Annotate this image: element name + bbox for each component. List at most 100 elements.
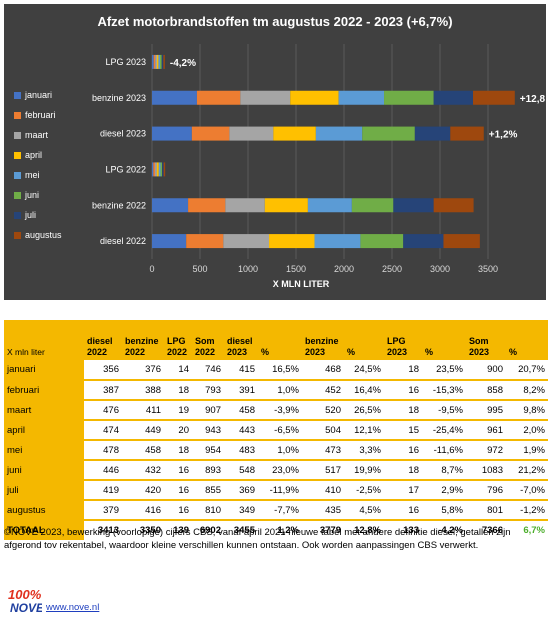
legend-swatch	[14, 192, 21, 199]
bar-segment	[158, 162, 161, 177]
bar-segment	[153, 54, 156, 69]
table-cell: 19	[164, 400, 192, 421]
table-cell: 16	[164, 460, 192, 481]
table-cell: 369	[224, 480, 258, 501]
table-cell: 1,0%	[258, 380, 302, 401]
table-cell: 388	[122, 380, 164, 401]
table-cell: 6902	[199, 525, 221, 536]
bar-segment	[351, 198, 394, 213]
table-cell: 435	[302, 500, 344, 521]
table-cell: 19,9%	[344, 460, 384, 481]
row-label: juli	[4, 480, 84, 501]
bar-segment	[163, 54, 165, 69]
bar-segment	[393, 198, 434, 213]
table-cell: 793	[192, 380, 224, 401]
table-cell: 504	[302, 420, 344, 441]
column-header: Som 2023	[466, 320, 506, 360]
table-cell: 18	[164, 440, 192, 461]
bar-segment	[152, 126, 192, 141]
table-cell: 20	[164, 420, 192, 441]
x-tick-label: 3500	[478, 264, 498, 274]
table-cell: 517	[302, 460, 344, 481]
table-cell: -3,9%	[258, 400, 302, 421]
table-row: april 474 449 20 943 443 -6,5% 504 12,1% 15 -25,4%…	[4, 420, 548, 441]
legend-label: mei	[25, 170, 40, 180]
table-cell: 14	[164, 360, 192, 381]
table-cell: 483	[224, 440, 258, 461]
table-cell: 23,0%	[258, 460, 302, 481]
table-cell: 943	[192, 420, 224, 441]
table-cell: 387	[84, 380, 122, 401]
bar-segment	[403, 234, 444, 249]
table-cell: 3,3%	[344, 440, 384, 461]
table-cell: 391	[224, 380, 258, 401]
table-cell: 16	[384, 440, 422, 461]
table-cell: 379	[84, 500, 122, 521]
column-header: %	[258, 320, 302, 360]
bar-segment	[160, 162, 163, 177]
website-link[interactable]: www.nove.nl	[46, 602, 100, 613]
table-cell: 1,2%	[277, 525, 299, 536]
table-cell: 24,5%	[344, 360, 384, 381]
bar-segment	[225, 198, 265, 213]
table-cell: 3350	[139, 525, 161, 536]
category-label: benzine 2023	[92, 93, 146, 103]
table-cell: 1,0%	[258, 440, 302, 461]
legend-swatch	[14, 232, 21, 239]
category-label: benzine 2022	[92, 200, 146, 210]
table-cell: 8,2%	[506, 380, 548, 401]
column-header: diesel 2022	[84, 320, 122, 360]
table-cell: 900	[466, 360, 506, 381]
row-label: februari	[4, 380, 84, 401]
table-cell: 18	[384, 400, 422, 421]
bar-segment	[307, 198, 352, 213]
table-cell: 410	[302, 480, 344, 501]
table-cell: -11,9%	[258, 480, 302, 501]
table-cell: 458	[122, 440, 164, 461]
table-cell: 801	[466, 500, 506, 521]
table-cell: 2,0%	[506, 420, 548, 441]
bar-segment	[269, 234, 315, 249]
bar-segment	[156, 54, 159, 69]
bar-segment	[196, 90, 241, 105]
table-cell: 26,5%	[344, 400, 384, 421]
table-cell: 476	[84, 400, 122, 421]
legend-label: februari	[25, 110, 56, 120]
bar-segment	[264, 198, 308, 213]
column-header: benzine 2023	[302, 320, 344, 360]
chart-title: Afzet motorbrandstoffen tm augustus 2022…	[97, 14, 452, 29]
column-header: LPG 2023	[384, 320, 422, 360]
svg-text:100%: 100%	[8, 587, 42, 602]
table-cell: 995	[466, 400, 506, 421]
table-cell: 18	[384, 360, 422, 381]
table-cell: 443	[224, 420, 258, 441]
svg-text:NOVE: NOVE	[10, 601, 42, 614]
table-cell: 746	[192, 360, 224, 381]
x-axis-label: X MLN LITER	[273, 279, 330, 289]
table-cell: 139	[173, 525, 189, 536]
column-header: benzine 2022	[122, 320, 164, 360]
bar-annotation: +12,8	[520, 94, 546, 105]
table-cell: 907	[192, 400, 224, 421]
column-header: %	[506, 320, 548, 360]
bar-segment	[223, 234, 270, 249]
row-label: augustus	[4, 500, 84, 521]
bar-segment	[163, 162, 166, 177]
bar-segment	[155, 54, 157, 69]
table-cell: 20,7%	[506, 360, 548, 381]
table-cell: 420	[122, 480, 164, 501]
bar-segment	[450, 126, 484, 141]
table-cell: 474	[84, 420, 122, 441]
table-row: januari 356 376 14 746 415 16,5% 468 24,5% 18 23,5…	[4, 360, 548, 381]
table-cell: 376	[122, 360, 164, 381]
category-label: diesel 2023	[100, 129, 146, 139]
table-cell: 468	[302, 360, 344, 381]
table-row: juni 446 432 16 893 548 23,0% 517 19,9% 18 8,7% 108…	[4, 460, 548, 481]
column-header: diesel 2023	[224, 320, 258, 360]
table-cell: 15	[384, 420, 422, 441]
bar-segment	[315, 126, 363, 141]
table-cell: 8,7%	[422, 460, 466, 481]
bar-segment	[152, 198, 189, 213]
bar-segment	[240, 90, 291, 105]
table-cell: 520	[302, 400, 344, 421]
